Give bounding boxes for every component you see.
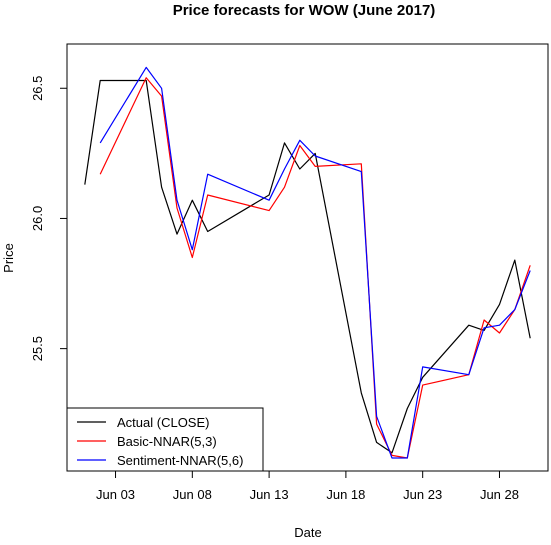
legend-label-basic: Basic-NNAR(5,3): [117, 434, 217, 449]
x-axis-label: Date: [294, 525, 321, 540]
x-tick-label: Jun 08: [173, 487, 212, 502]
x-tick-label: Jun 13: [250, 487, 289, 502]
plot-frame: [66, 43, 549, 472]
y-tick-label: 26.5: [30, 76, 45, 101]
x-tick-label: Jun 18: [326, 487, 365, 502]
legend: Actual (CLOSE) Basic-NNAR(5,3) Sentiment…: [66, 407, 264, 472]
y-tick-label: 26.0: [30, 206, 45, 231]
x-tick-label: Jun 03: [96, 487, 135, 502]
series-line-actual: [84, 79, 531, 454]
y-axis: 25.5 26.0 26.5: [30, 76, 67, 361]
series-line-sentiment-nnar: [99, 66, 531, 459]
y-tick-label: 25.5: [30, 336, 45, 361]
chart-title: Price forecasts for WOW (June 2017): [173, 2, 436, 19]
x-axis: Jun 03 Jun 08 Jun 13 Jun 18 Jun 23 Jun 28: [96, 471, 519, 502]
x-tick-label: Jun 23: [403, 487, 442, 502]
legend-label-actual: Actual (CLOSE): [117, 415, 209, 430]
legend-label-sentiment: Sentiment-NNAR(5,6): [117, 453, 243, 468]
y-axis-label: Price: [1, 243, 16, 273]
series-line-basic-nnar: [99, 77, 531, 459]
x-tick-label: Jun 28: [480, 487, 519, 502]
series-layer: [84, 66, 531, 459]
